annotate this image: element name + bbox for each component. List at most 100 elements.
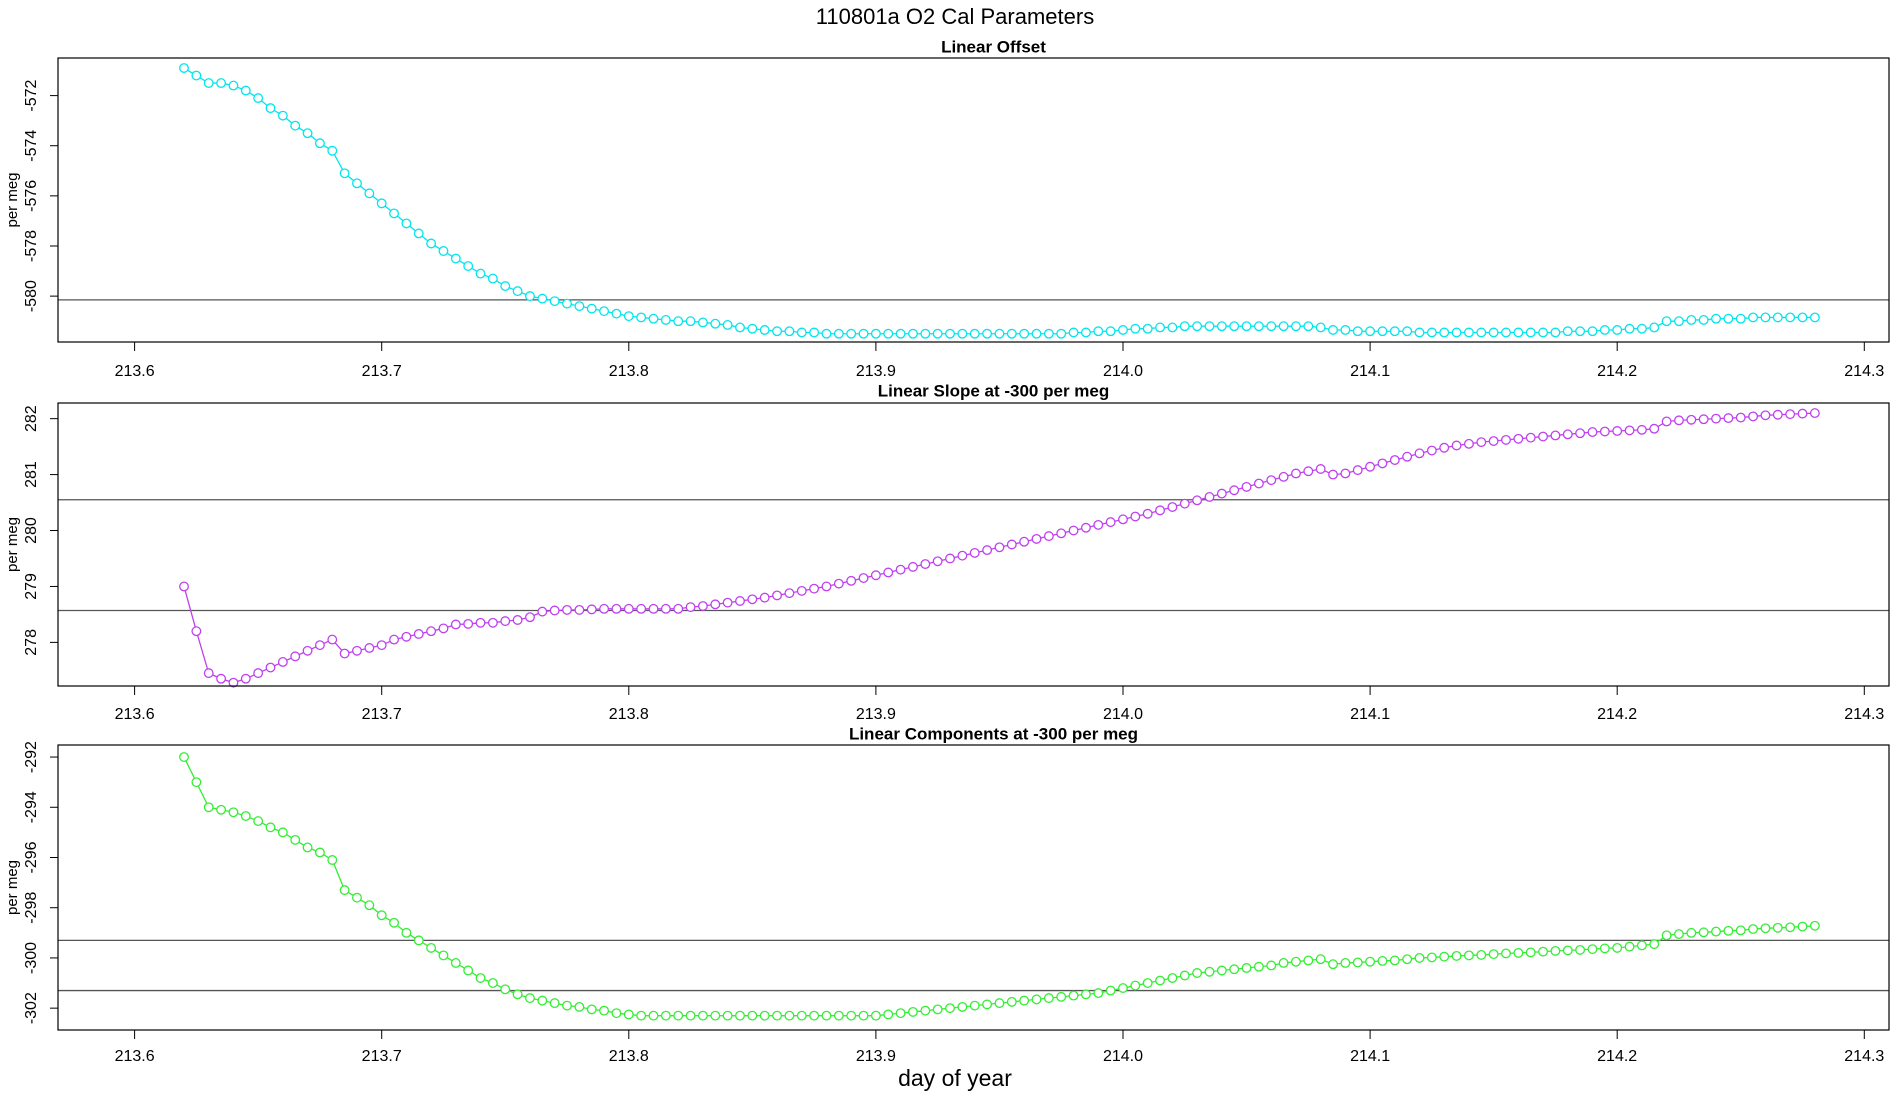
data-point <box>1167 973 1178 983</box>
data-point <box>1809 312 1820 323</box>
data-point <box>1241 321 1252 332</box>
data-point <box>1377 458 1388 469</box>
data-point <box>475 973 486 983</box>
data-point <box>1216 488 1227 499</box>
data-point <box>1624 425 1635 436</box>
data-point <box>1476 949 1487 960</box>
data-point <box>623 603 634 614</box>
data-point <box>1365 956 1376 967</box>
data-point <box>1538 327 1549 338</box>
data-point <box>982 545 993 556</box>
data-point <box>883 567 894 578</box>
data-point <box>1043 531 1054 542</box>
y-tick-label: 282 <box>23 405 40 432</box>
data-point <box>1562 326 1573 337</box>
data-point <box>1352 465 1363 476</box>
data-point <box>870 328 881 339</box>
data-point <box>747 594 758 605</box>
data-point <box>1192 495 1203 506</box>
data-point <box>1253 478 1264 489</box>
data-point <box>1315 464 1326 474</box>
data-point <box>1612 426 1623 436</box>
y-tick-label: -296 <box>23 841 40 873</box>
data-point <box>1562 945 1573 956</box>
x-tick-label: 213.6 <box>115 1048 155 1065</box>
data-point <box>1562 429 1573 440</box>
data-point <box>191 626 202 637</box>
data-point <box>265 822 276 833</box>
data-point <box>1118 514 1128 525</box>
data-point <box>660 1010 671 1021</box>
data-point <box>389 208 400 219</box>
data-point <box>969 328 980 339</box>
data-point <box>673 1010 684 1021</box>
y-axis-label: per meg <box>4 517 21 572</box>
data-point <box>611 603 622 614</box>
data-point <box>327 145 338 156</box>
data-point <box>1402 326 1413 337</box>
data-point <box>982 328 993 339</box>
data-point <box>685 1010 696 1021</box>
data-point <box>846 1010 857 1021</box>
data-point <box>895 328 906 339</box>
data-point <box>1698 314 1709 325</box>
x-tick-label: 214.0 <box>1103 363 1143 380</box>
data-point <box>1204 966 1215 977</box>
x-tick-label: 213.7 <box>362 363 402 380</box>
data-point <box>1068 990 1079 1001</box>
data-point <box>1488 327 1499 338</box>
data-point <box>475 617 486 628</box>
x-tick-label: 213.8 <box>609 706 649 723</box>
data-point <box>1624 323 1635 334</box>
y-tick-label: -580 <box>23 280 40 312</box>
data-point <box>314 847 325 858</box>
data-point <box>833 328 844 339</box>
data-point <box>426 238 437 249</box>
data-point <box>1785 312 1796 323</box>
data-point <box>908 328 918 339</box>
data-point <box>1266 960 1277 971</box>
data-point <box>599 603 610 614</box>
data-point <box>957 328 968 339</box>
data-point <box>179 581 189 592</box>
x-tick-label: 213.9 <box>856 363 896 380</box>
data-point <box>1080 522 1091 533</box>
x-tick-label: 213.6 <box>115 363 155 380</box>
data-point <box>1501 948 1511 959</box>
data-point <box>1723 313 1734 324</box>
data-point <box>549 605 560 616</box>
x-tick-label: 214.3 <box>1844 706 1884 723</box>
data-point <box>747 323 758 334</box>
data-point <box>1550 430 1561 441</box>
data-point <box>1636 424 1647 435</box>
data-point <box>586 303 597 314</box>
data-point <box>660 603 671 614</box>
data-point <box>1216 965 1227 976</box>
y-tick-label: 278 <box>23 629 40 656</box>
data-point <box>821 1010 832 1021</box>
data-point <box>994 542 1005 553</box>
data-point <box>1772 312 1783 323</box>
data-point <box>648 1010 659 1021</box>
data-point <box>660 314 671 325</box>
data-point <box>1785 409 1796 420</box>
data-point <box>537 293 548 304</box>
x-tick-label: 214.2 <box>1597 1048 1637 1065</box>
data-point <box>895 1008 906 1019</box>
data-point <box>1278 471 1289 482</box>
data-point <box>1192 968 1203 978</box>
data-point <box>426 942 437 953</box>
data-point <box>203 668 214 679</box>
data-point <box>512 989 523 1000</box>
data-point <box>945 328 955 339</box>
data-point <box>1204 492 1215 502</box>
data-point <box>809 327 820 338</box>
plot-frame <box>57 57 1890 343</box>
data-point <box>1105 985 1116 996</box>
data-point <box>1698 927 1709 938</box>
data-point <box>722 1010 733 1021</box>
data-point <box>1278 958 1289 968</box>
plot-frame <box>57 744 1890 1031</box>
data-point <box>1525 432 1536 443</box>
